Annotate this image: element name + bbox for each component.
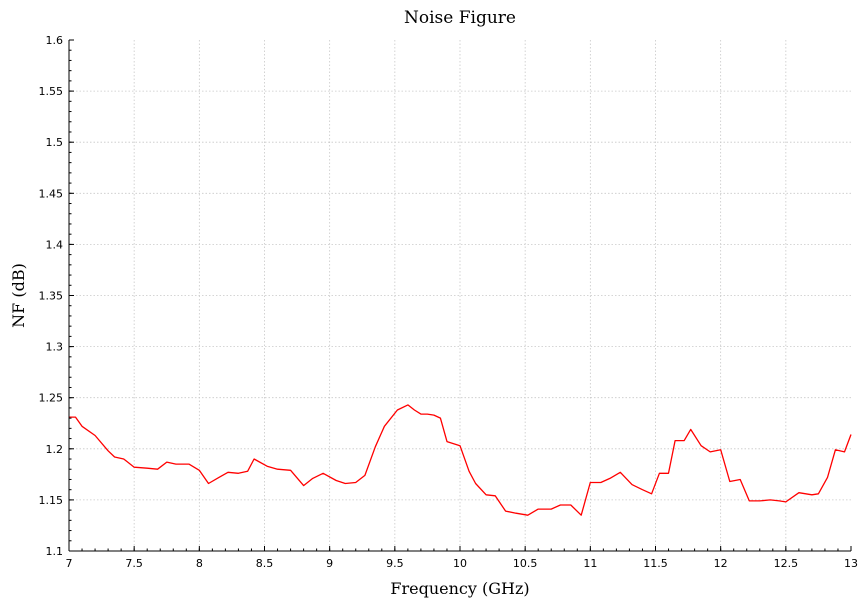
x-tick-label: 7 [66, 557, 73, 570]
y-tick-label: 1.15 [39, 494, 64, 507]
x-tick-label: 7.5 [125, 557, 143, 570]
x-tick-label: 10.5 [513, 557, 538, 570]
x-tick-label: 8 [196, 557, 203, 570]
y-axis-label: NF (dB) [9, 263, 28, 328]
y-tick-label: 1.35 [39, 290, 64, 303]
x-tick-label: 11.5 [643, 557, 668, 570]
y-tick-label: 1.4 [46, 238, 64, 251]
y-tick-label: 1.3 [46, 341, 64, 354]
series-layer [69, 404, 852, 516]
chart-title: Noise Figure [404, 8, 516, 28]
series-line [69, 404, 852, 516]
x-tick-label: 13 [844, 557, 858, 570]
axes [68, 39, 852, 552]
x-axis-label: Frequency (GHz) [390, 579, 529, 598]
tick-labels: 7 7.5 8 8.5 9 9.5 10 10.5 11 11.5 12 12.5 13 1.1 1.15 1… [39, 34, 858, 570]
y-tick-label: 1.45 [39, 187, 64, 200]
y-tick-label: 1.2 [46, 443, 64, 456]
y-tick-label: 1.55 [39, 85, 64, 98]
y-tick-label: 1.6 [46, 34, 64, 47]
x-tick-label: 9.5 [386, 557, 404, 570]
x-tick-label: 9 [326, 557, 333, 570]
grid [69, 40, 851, 551]
x-tick-label: 11 [583, 557, 597, 570]
x-tick-label: 12.5 [774, 557, 799, 570]
y-tick-label: 1.1 [46, 545, 64, 558]
y-tick-label: 1.5 [46, 136, 64, 149]
y-tick-label: 1.25 [39, 392, 64, 405]
x-tick-label: 8.5 [256, 557, 274, 570]
x-tick-label: 10 [453, 557, 467, 570]
x-tick-label: 12 [714, 557, 728, 570]
